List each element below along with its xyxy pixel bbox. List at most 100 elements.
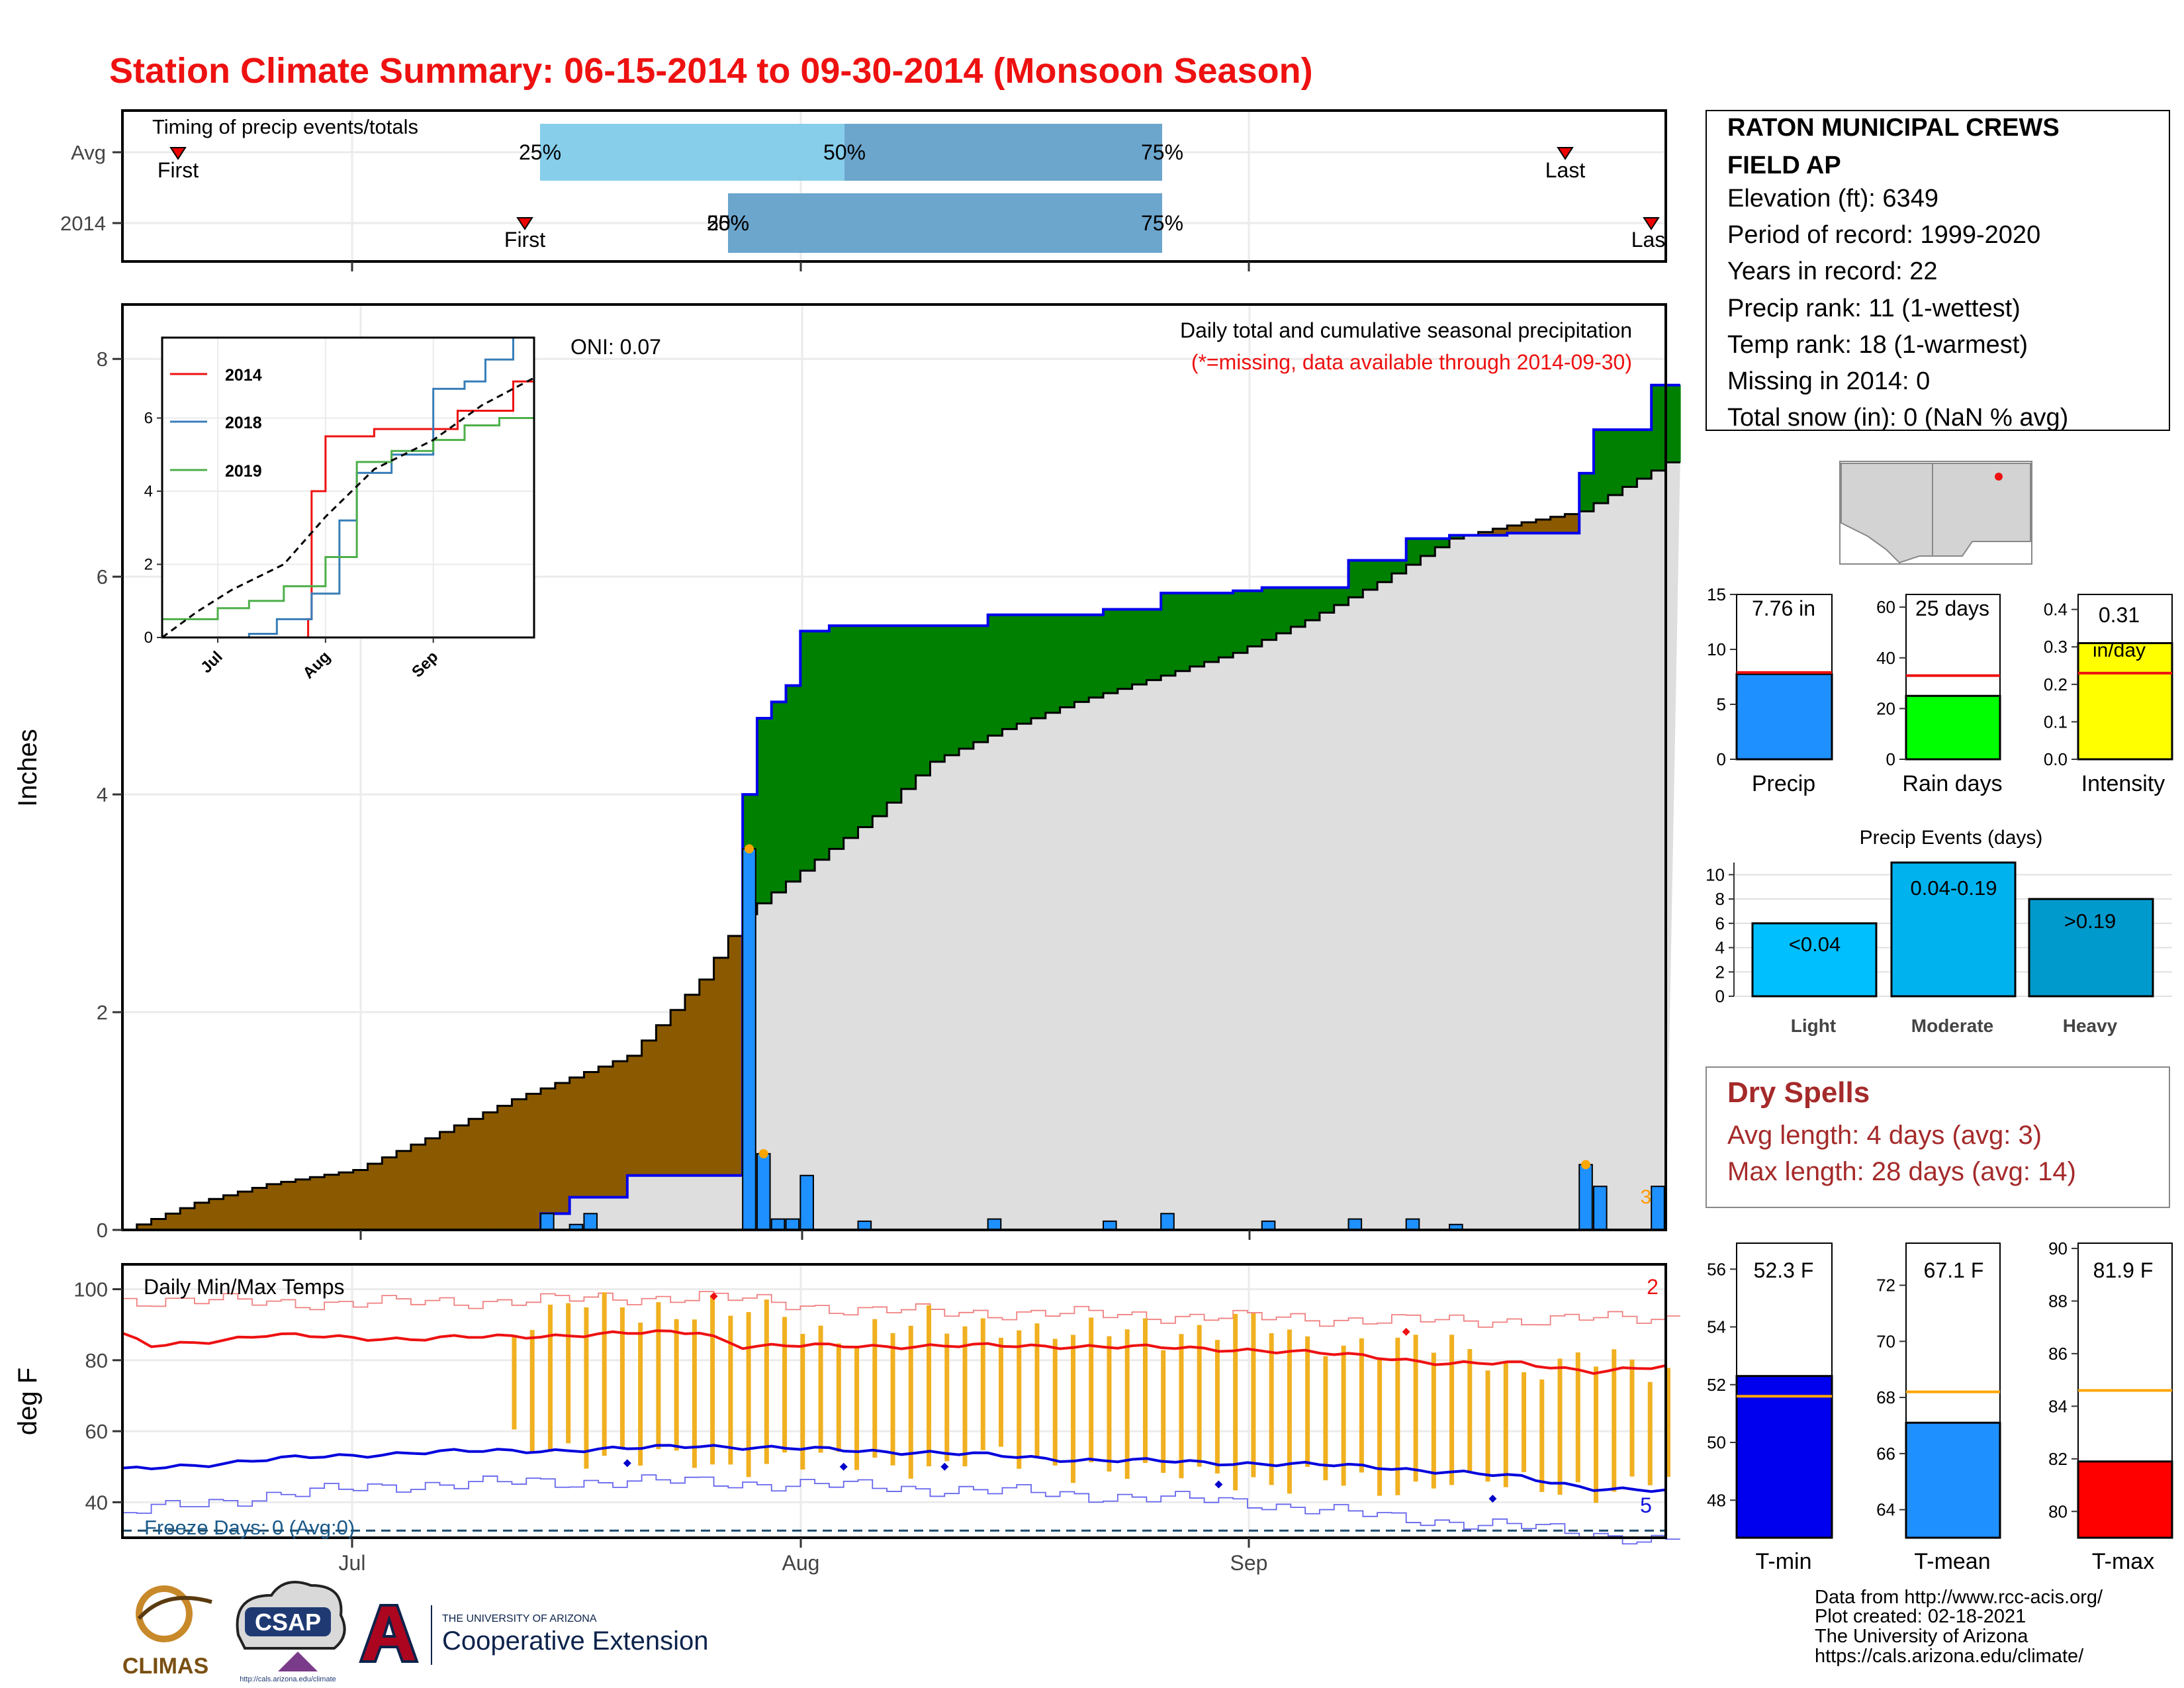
y2014-25-75-bar: [728, 193, 1162, 253]
station-elevation: Elevation (ft): 6349: [1727, 185, 1938, 212]
above-avg-area: [771, 702, 787, 893]
inset-line-avg: [161, 377, 535, 639]
avg-p50-label: 50%: [823, 140, 866, 164]
station-missing: Missing in 2014: 0: [1727, 367, 1930, 395]
above-avg-area: [1391, 560, 1407, 574]
above-avg-area: [1218, 592, 1234, 658]
daily-temp-range-bar: [1052, 1338, 1058, 1466]
below-avg-area: [469, 1119, 484, 1230]
below-avg-area: [238, 1192, 253, 1230]
inset-y-tick-label: 6: [144, 410, 153, 428]
daily-temp-range-bar: [999, 1337, 1004, 1447]
avg-first-label: First: [158, 158, 199, 182]
daily-temp-range-bar: [1124, 1329, 1130, 1479]
above-avg-area: [1622, 430, 1638, 487]
above-avg-area: [1363, 560, 1378, 590]
daily-temp-range-bar: [944, 1333, 950, 1462]
below-avg-area: [482, 1112, 498, 1230]
station-name-line1: RATON MUNICIPAL CREWS: [1727, 114, 2060, 142]
above-avg-area: [1204, 592, 1220, 663]
x-month-sep: Sep: [1230, 1551, 1268, 1575]
avg-25-50-bar: [540, 124, 844, 181]
below-avg-area: [656, 1025, 671, 1176]
footer-data-source: Data from http://www.rcc-acis.org/: [1815, 1587, 2103, 1608]
daily-temp-range-bar: [1594, 1366, 1599, 1503]
y2014-p75-label: 75%: [1141, 211, 1183, 235]
dry-spells-frame: [1706, 1066, 2170, 1208]
footer-credits: Data from http://www.rcc-acis.org/ Plot …: [1815, 1587, 2103, 1667]
daily-temp-range-bar: [1179, 1334, 1184, 1479]
intensity-bar-label: Intensity: [2081, 771, 2165, 796]
tmax-bar-value: 81.9 F: [2093, 1258, 2154, 1282]
daily-temp-range-bar: [764, 1299, 769, 1464]
timing-ticks: [113, 151, 1250, 271]
station-info-box: RATON MUNICIPAL CREWS FIELD AP Elevation…: [1706, 110, 2170, 432]
below-avg-area: [310, 1177, 325, 1230]
precip-y-tick-label: 0: [97, 1219, 108, 1242]
daily-temp-range-bar: [674, 1319, 679, 1451]
legend-label-2019: 2019: [225, 462, 262, 481]
event-bar-light: [1751, 922, 1878, 998]
daily-temp-range-bar: [692, 1319, 697, 1468]
below-avg-area: [338, 1172, 354, 1230]
event-bar-heavy: [2028, 898, 2154, 998]
below-avg-area: [1550, 516, 1566, 534]
precip-events-chart: 0 2 4 6 8 10: [1706, 861, 2172, 1006]
above-avg-area: [815, 631, 830, 860]
above-avg-area: [1348, 560, 1364, 598]
daily-temp-range-bar: [1142, 1318, 1148, 1464]
daily-temp-range-bar: [980, 1318, 985, 1450]
daily-temp-range-bar: [1395, 1337, 1400, 1495]
daily-precip-bar: [742, 848, 756, 1231]
below-avg-area: [584, 1072, 600, 1197]
station-info-frame: [1706, 110, 2170, 431]
above-avg-area: [786, 685, 801, 882]
precip-y-tick-label: 0: [1717, 749, 1726, 769]
above-avg-area: [1435, 538, 1450, 547]
below-avg-area: [425, 1138, 441, 1230]
below-avg-area: [670, 1009, 686, 1176]
climas-logo-swoosh: [137, 1595, 212, 1620]
tmean-bar-label: T-mean: [1914, 1549, 1990, 1574]
climas-logo-ring: [136, 1585, 193, 1642]
inset-y-tick-label: 4: [144, 483, 153, 500]
daily-precip-bar: [987, 1218, 1002, 1231]
tmax-y-tick-label: 88: [2048, 1291, 2068, 1311]
events-title: Precip Events (days): [1860, 827, 2043, 849]
below-avg-area: [295, 1179, 311, 1230]
event-heavy-label: Heavy: [2063, 1015, 2118, 1036]
above-avg-area: [1161, 592, 1176, 676]
below-avg-area: [526, 1094, 541, 1230]
daily-temp-range-bar: [1522, 1372, 1527, 1472]
summary-bars: 0 5 10 15 0 20 40 60 0.0 0.1 0.2 0.3 0.4: [1707, 585, 2173, 769]
daily-temp-range-bar: [746, 1312, 751, 1477]
daily-precip-bar: [756, 1152, 771, 1231]
above-avg-area: [1089, 614, 1104, 698]
climas-wordmark: CLIMAS: [122, 1654, 208, 1679]
above-avg-area: [872, 626, 887, 817]
legend-label-2018: 2018: [225, 414, 262, 432]
daily-temp-range-bar: [728, 1315, 733, 1465]
tmin-y-tick-label: 54: [1707, 1317, 1726, 1337]
inset-lines: [161, 338, 535, 639]
events-y-tick-label: 6: [1715, 914, 1725, 933]
temp-y-tick-label: 80: [85, 1349, 108, 1372]
above-avg-area: [1017, 614, 1032, 724]
csap-wordmark: CSAP: [255, 1609, 321, 1636]
dry-spells-avg: Avg length: 4 days (avg: 3): [1727, 1121, 2042, 1150]
daily-temp-range-bar: [1359, 1338, 1364, 1473]
precip-panel: 0 2 4 6 8 Inches Daily total and cumulative …: [13, 303, 1681, 1242]
oni-label: ONI: 0.07: [570, 335, 661, 359]
precip-y-axis: 0 2 4 6 8: [97, 348, 122, 1242]
tmin-bar-fill: [1735, 1375, 1833, 1539]
csap-url: http://cals.arizona.edu/climate: [240, 1675, 336, 1683]
daily-precip-bar: [1578, 1164, 1593, 1231]
below-avg-area: [252, 1188, 267, 1230]
temp-x-ticks: [351, 1538, 1250, 1548]
above-avg-area: [1175, 592, 1191, 671]
tmax-y-tick-label: 90: [2048, 1239, 2068, 1258]
below-avg-area: [1492, 528, 1508, 536]
y2014-last-label: Last: [1631, 228, 1672, 252]
below-avg-area: [194, 1202, 210, 1230]
